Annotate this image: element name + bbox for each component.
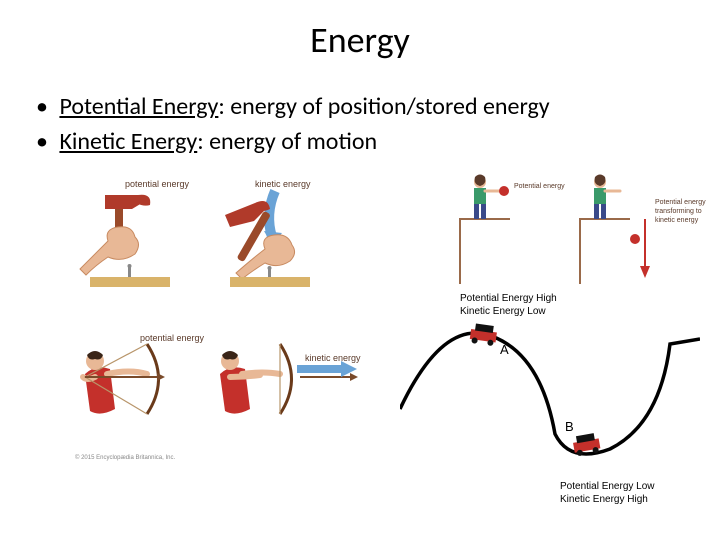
person-holding	[474, 175, 500, 220]
bullet-term: Potential Energy	[59, 92, 218, 121]
bow-figure: potential energy kinetic energy	[45, 319, 375, 469]
bow-potential-label: potential energy	[140, 333, 205, 343]
coaster-track	[400, 333, 700, 454]
coaster-top-label2: Kinetic Energy Low	[460, 306, 546, 317]
drop-top-label: Potential energy	[514, 183, 565, 190]
ball-falling	[630, 234, 640, 244]
coaster-figure: Potential Energy High Kinetic Energy Low…	[400, 289, 700, 509]
bullet-list: • Potential Energy: energy of position/s…	[36, 92, 720, 156]
board-right	[230, 277, 310, 287]
platform-right	[580, 219, 630, 284]
nail-left	[128, 267, 131, 277]
board-left	[90, 277, 170, 287]
hammer-figure: potential energy kinetic energy	[60, 169, 360, 299]
coaster-bot-label1: Potential Energy Low	[560, 481, 655, 492]
ball-held	[499, 186, 509, 196]
drop-right-label1: Potential energy	[655, 199, 706, 206]
bullet-item: • Potential Energy: energy of position/s…	[36, 92, 720, 121]
bullet-dot: •	[36, 92, 54, 121]
drop-right-label2: transforming to	[655, 208, 702, 215]
credit-text: © 2015 Encyclopædia Britannica, Inc.	[75, 454, 175, 461]
hammer-potential-label: potential energy	[125, 179, 190, 189]
coaster-top-label1: Potential Energy High	[460, 293, 557, 304]
bullet-item: • Kinetic Energy: energy of motion	[36, 127, 720, 156]
nail-head-left	[128, 264, 132, 268]
nail-right	[268, 269, 271, 277]
slide-title: Energy	[0, 18, 720, 62]
label-a: A	[500, 342, 509, 357]
fall-arrowhead-icon	[640, 266, 650, 278]
motion-arrow-icon	[269, 191, 275, 237]
label-b: B	[565, 419, 574, 434]
nail-head-right	[268, 266, 272, 270]
drop-figure: Potential energy Potential energy transf…	[450, 164, 710, 294]
motion-arrowhead-icon	[341, 361, 357, 377]
bullet-rest: : energy of position/stored energy	[218, 92, 549, 121]
archer-potential	[83, 344, 165, 414]
coaster-bot-label2: Kinetic Energy High	[560, 494, 648, 505]
bow-kinetic-label: kinetic energy	[305, 353, 361, 363]
bullet-dot: •	[36, 127, 54, 156]
platform-left	[460, 219, 510, 284]
hammer-kinetic-label: kinetic energy	[255, 179, 311, 189]
bullet-term: Kinetic Energy	[59, 127, 197, 156]
bullet-rest: : energy of motion	[197, 127, 377, 156]
car-a	[469, 323, 498, 346]
person-dropped	[594, 175, 620, 220]
drop-right-label3: kinetic energy	[655, 217, 699, 224]
